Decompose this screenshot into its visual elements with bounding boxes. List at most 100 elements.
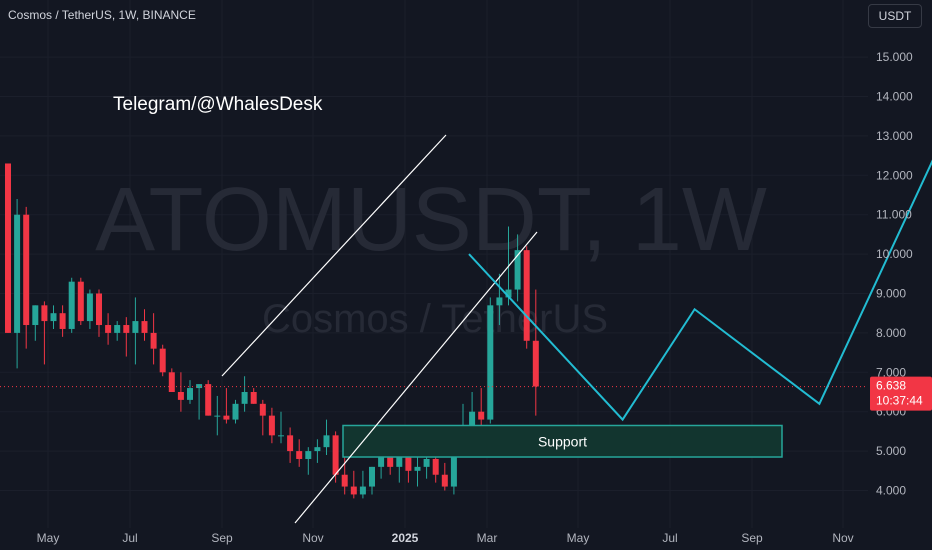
candle xyxy=(159,344,166,377)
watermark-subtitle: Cosmos / TetherUS xyxy=(262,297,608,341)
candle-body xyxy=(105,325,112,333)
candle-body xyxy=(41,305,48,322)
price-tick: 5.000 xyxy=(876,444,906,458)
time-tick: Sep xyxy=(211,531,233,545)
time-axis[interactable]: May Jul Sep Nov 2025 Mar May Jul Sep Nov xyxy=(37,531,854,545)
candle-body xyxy=(214,415,221,417)
telegram-annotation[interactable]: Telegram/@WhalesDesk xyxy=(113,94,323,115)
candle xyxy=(350,470,357,499)
candle-body xyxy=(514,250,521,290)
candle-body xyxy=(296,451,303,459)
candle xyxy=(77,277,84,326)
candle-body xyxy=(205,384,212,416)
price-tick: 12.000 xyxy=(876,168,913,182)
candle xyxy=(268,407,275,444)
time-tick: May xyxy=(37,531,60,545)
candle-body xyxy=(341,474,348,487)
candle xyxy=(359,470,366,499)
symbol-header: Cosmos / TetherUS, 1W, BINANCE xyxy=(8,8,196,22)
grid-lines xyxy=(0,0,868,528)
channel-line[interactable] xyxy=(294,231,538,524)
candle xyxy=(141,309,148,341)
candle-body xyxy=(77,281,84,322)
candle xyxy=(278,411,284,444)
support-label: Support xyxy=(538,433,587,449)
candle xyxy=(196,384,203,420)
candle-body xyxy=(423,458,430,467)
candle xyxy=(432,455,439,483)
candle-body xyxy=(259,403,266,416)
candle xyxy=(187,380,193,404)
candle-body xyxy=(59,313,66,329)
candle-body xyxy=(450,447,457,487)
candle-body xyxy=(132,321,139,333)
last-price-label: 6.638 10:37:44 xyxy=(870,376,932,411)
candle xyxy=(105,313,112,345)
candle xyxy=(532,289,539,416)
candle xyxy=(369,466,375,495)
candle-body xyxy=(332,435,339,475)
candle-body xyxy=(305,451,312,459)
candle-body xyxy=(23,214,30,326)
candle-body xyxy=(241,392,248,404)
candle xyxy=(487,297,494,424)
candlestick-series xyxy=(5,163,539,499)
candle-body xyxy=(378,451,385,467)
currency-button[interactable]: USDT xyxy=(868,4,922,28)
candle-body xyxy=(287,435,294,452)
candle-body xyxy=(196,384,203,389)
candle xyxy=(314,439,321,463)
candle xyxy=(50,305,57,329)
price-tick: 15.000 xyxy=(876,50,913,64)
candle xyxy=(168,368,175,392)
candle-body xyxy=(505,289,512,298)
time-tick: Mar xyxy=(477,531,498,545)
candle xyxy=(514,234,521,302)
support-zone[interactable] xyxy=(342,424,783,458)
candle xyxy=(132,297,139,365)
candle-body xyxy=(532,340,539,387)
candle xyxy=(150,313,157,365)
price-tick: 10.000 xyxy=(876,247,913,261)
price-tick: 14.000 xyxy=(876,90,913,104)
candle-body xyxy=(478,411,485,420)
candle-body xyxy=(432,458,439,475)
time-tick: May xyxy=(567,531,590,545)
price-tick: 13.000 xyxy=(876,129,913,143)
candle-body xyxy=(50,313,57,322)
candle xyxy=(259,399,266,436)
candle-body xyxy=(396,455,403,467)
projection-path[interactable] xyxy=(468,53,932,422)
candle xyxy=(223,388,230,424)
candle-body xyxy=(68,281,75,329)
candle xyxy=(205,380,212,416)
bar-countdown: 10:37:44 xyxy=(876,394,923,408)
candle xyxy=(41,301,48,365)
candle xyxy=(23,206,30,349)
candle-body xyxy=(96,293,102,326)
candle-body xyxy=(5,163,11,333)
time-tick: Sep xyxy=(741,531,763,545)
candle xyxy=(114,321,121,341)
candle xyxy=(414,455,421,487)
candle xyxy=(14,198,21,369)
candle-body xyxy=(168,372,175,392)
channel-lines[interactable] xyxy=(221,134,538,524)
candle-body xyxy=(150,332,157,349)
price-tick: 11.000 xyxy=(876,208,912,222)
price-tick: 7.000 xyxy=(876,365,906,379)
candle-body xyxy=(232,403,239,420)
candle-body xyxy=(405,455,412,471)
candle-body xyxy=(123,325,130,333)
time-tick: Nov xyxy=(832,531,853,545)
price-tick: 8.000 xyxy=(876,326,906,340)
candle-body xyxy=(359,486,366,495)
price-axis[interactable]: 4.0005.0006.0007.0008.0009.00010.00011.0… xyxy=(876,50,913,497)
candle-body xyxy=(223,415,230,420)
channel-line[interactable] xyxy=(221,134,447,377)
watermark-title: ATOMUSDT, 1W xyxy=(95,170,767,270)
candle xyxy=(96,289,102,337)
price-tick: 4.000 xyxy=(876,484,906,498)
candle-body xyxy=(441,474,448,487)
